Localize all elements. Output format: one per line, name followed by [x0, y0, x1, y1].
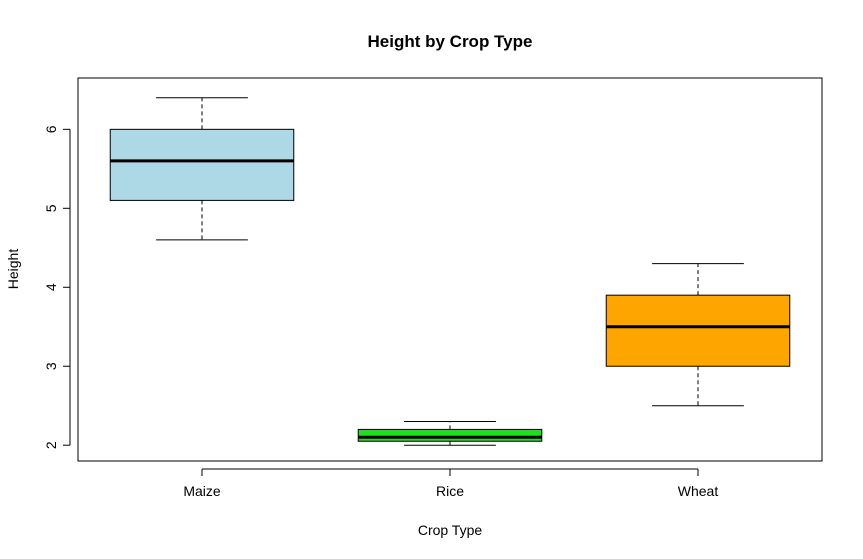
y-axis-label: Height: [5, 249, 21, 290]
x-axis: Maize Rice Wheat: [183, 468, 719, 499]
y-tick-label-2: 2: [43, 441, 59, 449]
y-tick-label-3: 3: [43, 362, 59, 370]
x-tick-label-maize: Maize: [183, 483, 221, 499]
y-tick-label-5: 5: [43, 204, 59, 212]
y-tick-label-6: 6: [43, 125, 59, 133]
boxes-group: [109, 97, 791, 446]
x-tick-label-rice: Rice: [436, 483, 464, 499]
y-tick-label-4: 4: [43, 283, 59, 291]
iqr-box-wheat: [605, 294, 791, 367]
chart-title: Height by Crop Type: [368, 32, 533, 51]
box-rice: [357, 421, 543, 446]
x-tick-label-wheat: Wheat: [678, 483, 719, 499]
x-axis-label: Crop Type: [418, 522, 483, 538]
iqr-box-rice: [357, 428, 543, 442]
y-axis: 2 3 4 5 6: [43, 125, 71, 449]
box-wheat: [605, 263, 791, 407]
plot-frame: [77, 77, 823, 462]
iqr-box-maize: [109, 128, 295, 201]
box-maize: [109, 97, 295, 241]
